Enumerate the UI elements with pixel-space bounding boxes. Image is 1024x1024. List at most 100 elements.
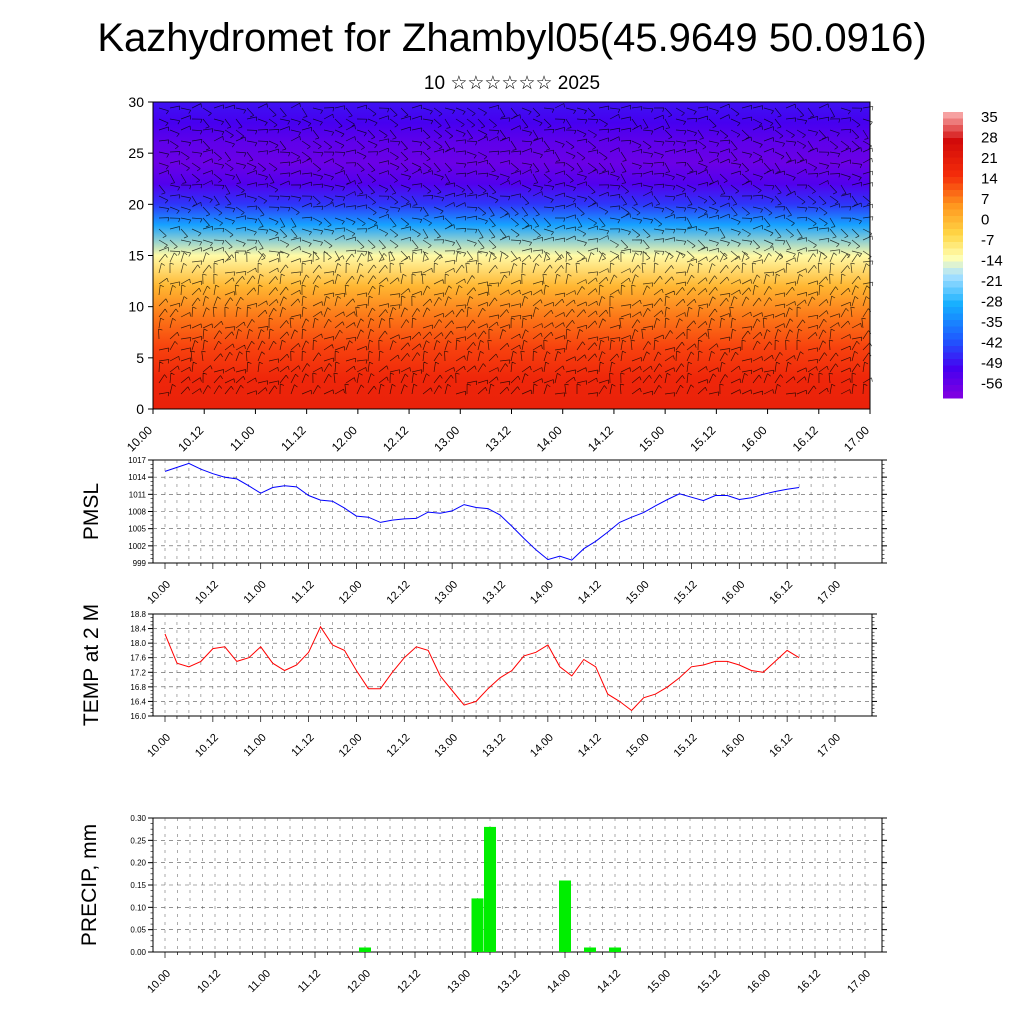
pmsl-xtick-label: 15.12 — [672, 579, 700, 607]
colorbar-label: 28 — [981, 130, 998, 147]
colorbar-segment — [943, 112, 963, 119]
colorbar-segment — [943, 125, 963, 132]
heatmap-xtick-label: 10.00 — [124, 423, 155, 454]
precip-bar — [484, 826, 496, 952]
pmsl-xtick-label: 12.00 — [337, 579, 365, 607]
colorbar-label: -56 — [981, 376, 1003, 393]
colorbar-segment — [943, 209, 963, 217]
pmsl-xtick-label: 14.12 — [576, 579, 604, 607]
precip-xtick-label: 12.00 — [345, 968, 373, 996]
temp-xtick-label: 14.00 — [528, 732, 556, 760]
precip-xtick-label: 16.12 — [795, 968, 823, 996]
colorbar-segment — [943, 372, 963, 379]
precip-xtick-label: 11.12 — [296, 968, 323, 995]
precip-ytick-label: 0.00 — [130, 948, 146, 957]
precip-xtick-label: 10.12 — [195, 968, 223, 996]
temp-xtick-label: 15.12 — [672, 732, 700, 760]
colorbar-segment — [943, 378, 963, 386]
colorbar-label: 35 — [981, 109, 998, 126]
colorbar-label: -14 — [981, 253, 1003, 270]
heatmap-xtick-label: 14.12 — [585, 423, 616, 454]
colorbar-segment — [943, 346, 963, 353]
colorbar-segment — [943, 365, 963, 373]
colorbar-label: 0 — [981, 212, 989, 229]
precip-ytick-label: 0.25 — [130, 836, 146, 845]
temp-xtick-label: 16.00 — [719, 732, 747, 760]
colorbar-segment — [943, 268, 963, 275]
precip-ytick-label: 0.15 — [130, 881, 146, 890]
temp-ytick-label: 17.2 — [130, 668, 146, 677]
pmsl-xtick-label: 10.12 — [193, 579, 221, 607]
colorbar-segment — [943, 261, 963, 269]
temp-xtick-label: 10.00 — [145, 732, 173, 760]
temp-ytick-label: 18.8 — [130, 610, 146, 619]
precip-bar — [559, 880, 571, 952]
colorbar-segment — [943, 235, 963, 243]
temp-xtick-label: 14.12 — [576, 732, 604, 760]
colorbar-segment — [943, 177, 963, 184]
colorbar-segment — [943, 333, 963, 340]
colorbar-segment — [943, 385, 963, 392]
temp-ytick-label: 16.4 — [130, 697, 146, 706]
pmsl-xtick-label: 16.12 — [767, 579, 795, 607]
heatmap-xtick-label: 12.00 — [329, 423, 360, 454]
heatmap-ytick-label: 25 — [128, 145, 144, 161]
colorbar-segment — [943, 157, 963, 165]
heatmap-xtick-label: 16.12 — [790, 423, 821, 454]
page-title: Kazhydromet for Zhambyl05(45.9649 50.091… — [97, 16, 927, 60]
precip-ylabel: PRECIP, mm — [78, 824, 101, 946]
precip-xtick-label: 14.00 — [545, 968, 573, 996]
pmsl-xtick-label: 16.00 — [719, 579, 747, 607]
colorbar-label: -35 — [981, 314, 1003, 331]
pmsl-ytick-label: 1002 — [128, 542, 146, 551]
colorbar-segment — [943, 164, 963, 171]
colorbar-segment — [943, 203, 963, 210]
precip-xtick-label: 15.00 — [645, 968, 673, 996]
colorbar-segment — [943, 229, 963, 236]
colorbar-label: 7 — [981, 191, 989, 208]
colorbar-segment — [943, 196, 963, 204]
pmsl-xtick-label: 11.12 — [289, 579, 316, 606]
colorbar-segment — [943, 281, 963, 288]
colorbar-segment — [943, 242, 963, 249]
temp-xtick-label: 13.12 — [480, 732, 508, 760]
temp-ytick-label: 16.8 — [130, 683, 146, 692]
temp-ytick-label: 17.6 — [130, 654, 146, 663]
colorbar-segment — [943, 190, 963, 197]
pmsl-xtick-label: 17.00 — [815, 579, 843, 607]
heatmap-ytick-label: 0 — [136, 401, 144, 417]
precip-xtick-label: 13.12 — [495, 968, 523, 996]
heatmap-xtick-label: 16.00 — [739, 423, 770, 454]
colorbar-segment — [943, 326, 963, 334]
colorbar-segment — [943, 255, 963, 262]
precip-ytick-label: 0.30 — [130, 814, 146, 823]
temp-xtick-label: 10.12 — [193, 732, 221, 760]
colorbar-segment — [943, 313, 963, 321]
pmsl-xtick-label: 12.12 — [384, 579, 412, 607]
colorbar-segment — [943, 183, 963, 191]
colorbar-segment — [943, 287, 963, 295]
pmsl-ylabel: PMSL — [80, 483, 103, 540]
temp-xtick-label: 17.00 — [815, 732, 843, 760]
precip-bar — [609, 947, 621, 952]
heatmap-ytick-label: 20 — [128, 196, 144, 212]
colorbar-segment — [943, 138, 963, 145]
colorbar-segment — [943, 294, 963, 301]
temp-xtick-label: 11.00 — [241, 732, 268, 759]
temp-xtick-label: 11.12 — [289, 732, 316, 759]
precip-xtick-label: 12.12 — [395, 968, 423, 996]
temp-xtick-label: 15.00 — [624, 732, 652, 760]
precip-bar — [359, 947, 371, 952]
heatmap-xtick-label: 10.12 — [175, 423, 206, 454]
heatmap-xtick-label: 12.12 — [380, 423, 411, 454]
heatmap-xtick-label: 11.12 — [278, 423, 309, 454]
colorbar-label: -21 — [981, 273, 1003, 290]
precip-xtick-label: 13.00 — [445, 968, 473, 996]
precip-xtick-label: 15.12 — [695, 968, 723, 996]
temp-xtick-label: 12.12 — [384, 732, 412, 760]
heatmap-xtick-label: 17.00 — [841, 423, 872, 454]
temp-ytick-label: 18.4 — [130, 625, 146, 634]
temp-ytick-label: 18.0 — [130, 639, 146, 648]
precip-xtick-label: 16.00 — [745, 968, 773, 996]
temp-xtick-label: 12.00 — [337, 732, 365, 760]
